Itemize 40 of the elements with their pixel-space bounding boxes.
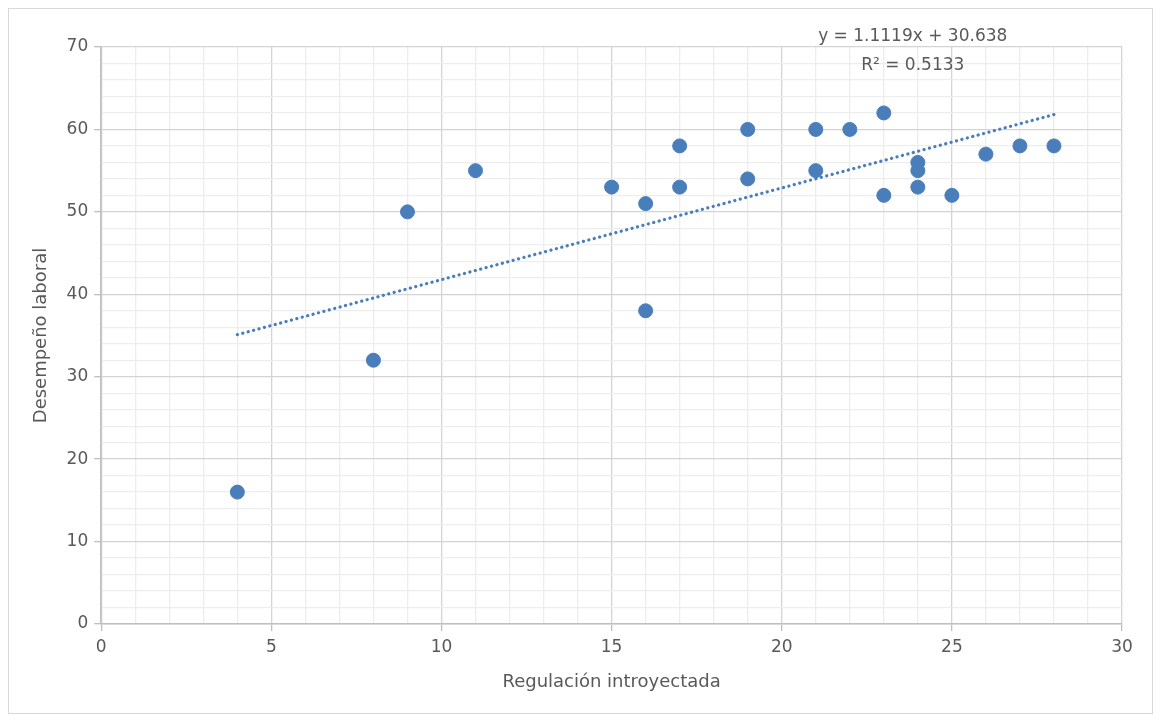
y-tick-label: 40 — [66, 282, 89, 303]
y-tick-label: 70 — [66, 35, 89, 56]
x-axis-title: Regulación introyectada — [502, 669, 721, 691]
point — [672, 138, 688, 154]
y-tick-label: 50 — [66, 200, 89, 221]
point — [604, 179, 620, 195]
point — [808, 121, 824, 137]
y-tick-label: 60 — [66, 117, 89, 138]
point — [842, 121, 858, 137]
point — [808, 163, 824, 179]
annotation: R² = 0.5133 — [861, 54, 965, 75]
point — [1012, 138, 1028, 154]
y-tick-label: 0 — [77, 612, 89, 633]
y-axis-title: Desempeño laboral — [29, 247, 51, 424]
text: y = 1.1119x + 30.638 — [818, 25, 1008, 46]
x-tick-label: 10 — [430, 635, 453, 656]
point — [229, 484, 245, 500]
x-tick-label: 25 — [941, 635, 963, 656]
point — [944, 187, 960, 203]
point — [876, 187, 892, 203]
x-tick-label: 5 — [265, 635, 277, 656]
point — [399, 204, 415, 220]
point — [638, 196, 654, 212]
x-tick-label: 15 — [600, 635, 623, 656]
x-tick-label: 0 — [95, 635, 107, 656]
point — [876, 105, 892, 121]
x-tick-label: 20 — [770, 635, 793, 656]
point — [740, 171, 756, 187]
point — [468, 163, 484, 179]
x-tick-label: 30 — [1111, 635, 1133, 656]
point — [1046, 138, 1062, 154]
point — [740, 121, 756, 137]
point — [672, 179, 688, 195]
point — [910, 179, 926, 195]
point — [978, 146, 994, 162]
y-tick-label: 20 — [66, 447, 89, 468]
y-tick-label: 10 — [66, 529, 89, 550]
point — [365, 352, 381, 368]
y-tick-label: 30 — [66, 365, 89, 386]
point — [638, 303, 654, 319]
